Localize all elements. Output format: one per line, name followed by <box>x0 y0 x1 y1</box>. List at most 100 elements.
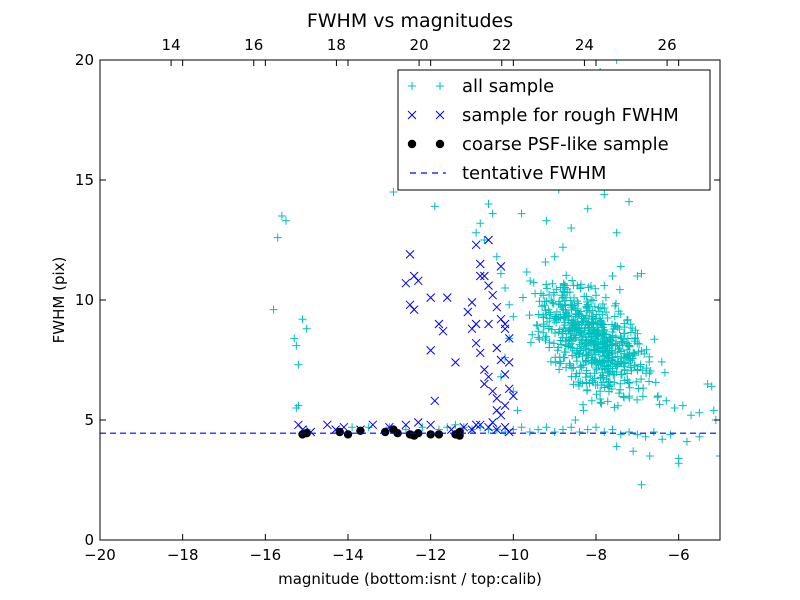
data-point <box>548 298 557 307</box>
data-point <box>570 301 579 310</box>
data-point <box>282 216 290 225</box>
data-point <box>551 358 560 367</box>
y-tick-label: 10 <box>75 291 94 309</box>
data-point <box>596 359 605 368</box>
data-point <box>695 408 704 417</box>
data-point <box>598 347 607 356</box>
data-point <box>617 359 626 368</box>
x-tick-label: −14 <box>332 546 364 564</box>
data-point <box>542 216 551 225</box>
data-point <box>518 293 527 302</box>
data-point <box>567 224 576 232</box>
data-point <box>579 400 588 409</box>
data-point <box>616 370 625 379</box>
data-point <box>554 313 563 322</box>
data-point <box>480 271 489 281</box>
data-point <box>534 333 543 342</box>
data-point <box>582 292 591 301</box>
data-point <box>592 423 600 432</box>
data-point <box>496 355 506 365</box>
data-point <box>586 371 595 380</box>
data-point <box>637 375 646 384</box>
data-point <box>568 351 577 360</box>
data-point <box>504 334 514 343</box>
data-point <box>592 310 601 319</box>
x-tick-label: −8 <box>585 546 607 564</box>
data-point <box>589 340 598 349</box>
data-point <box>612 442 621 451</box>
data-point <box>645 357 654 366</box>
data-point <box>590 328 599 337</box>
data-point <box>625 342 634 351</box>
data-point <box>635 340 644 349</box>
data-point <box>480 379 489 389</box>
data-point <box>597 359 606 368</box>
data-point <box>666 430 675 439</box>
data-point <box>463 307 473 317</box>
data-point <box>591 314 600 323</box>
data-point <box>434 319 444 329</box>
data-point <box>616 332 625 341</box>
data-point <box>625 383 634 392</box>
data-point <box>569 281 578 290</box>
data-point <box>624 341 633 350</box>
data-point <box>600 190 609 199</box>
data-point <box>277 212 286 220</box>
data-point <box>587 396 596 405</box>
data-point <box>600 352 609 361</box>
data-point <box>613 323 622 332</box>
data-point <box>630 337 639 346</box>
data-point <box>596 394 605 403</box>
data-point <box>582 366 591 375</box>
data-point <box>472 228 481 237</box>
data-point <box>492 425 502 434</box>
data-point <box>302 324 311 333</box>
data-point <box>426 420 436 430</box>
data-point <box>620 323 629 332</box>
data-point <box>471 319 481 329</box>
data-point <box>707 382 716 391</box>
data-point <box>547 325 556 334</box>
data-point <box>533 321 542 330</box>
data-point <box>554 328 563 337</box>
data-point <box>651 378 660 387</box>
data-point <box>619 352 628 361</box>
data-point <box>660 368 669 377</box>
data-point <box>546 357 555 366</box>
data-point <box>543 317 552 326</box>
data-point <box>550 428 559 436</box>
data-point <box>496 410 506 420</box>
legend-entry: coarse PSF-like sample <box>407 134 669 155</box>
data-point <box>596 316 605 325</box>
data-point <box>413 418 423 427</box>
data-point <box>579 332 588 341</box>
data-point <box>569 380 578 389</box>
data-point <box>636 360 645 369</box>
data-point <box>578 379 587 388</box>
data-point <box>605 369 614 378</box>
data-point <box>703 380 712 388</box>
data-point <box>631 351 640 360</box>
data-point <box>650 335 659 344</box>
data-point <box>368 420 378 430</box>
data-point <box>576 346 585 355</box>
data-point <box>695 432 704 441</box>
data-point <box>615 389 624 398</box>
data-point <box>542 280 551 289</box>
data-point <box>619 359 628 368</box>
data-point <box>593 381 602 390</box>
data-point <box>529 278 538 287</box>
data-point <box>401 420 411 430</box>
data-point <box>492 252 501 261</box>
data-point <box>364 423 373 432</box>
data-point <box>501 353 510 362</box>
data-point <box>638 392 647 401</box>
data-point <box>496 269 505 278</box>
data-point <box>572 309 581 318</box>
data-point <box>322 420 332 430</box>
data-point <box>582 386 591 395</box>
data-point <box>488 418 498 427</box>
data-point <box>269 305 278 314</box>
data-point <box>480 236 489 244</box>
top-x-tick-label: 14 <box>162 36 181 54</box>
